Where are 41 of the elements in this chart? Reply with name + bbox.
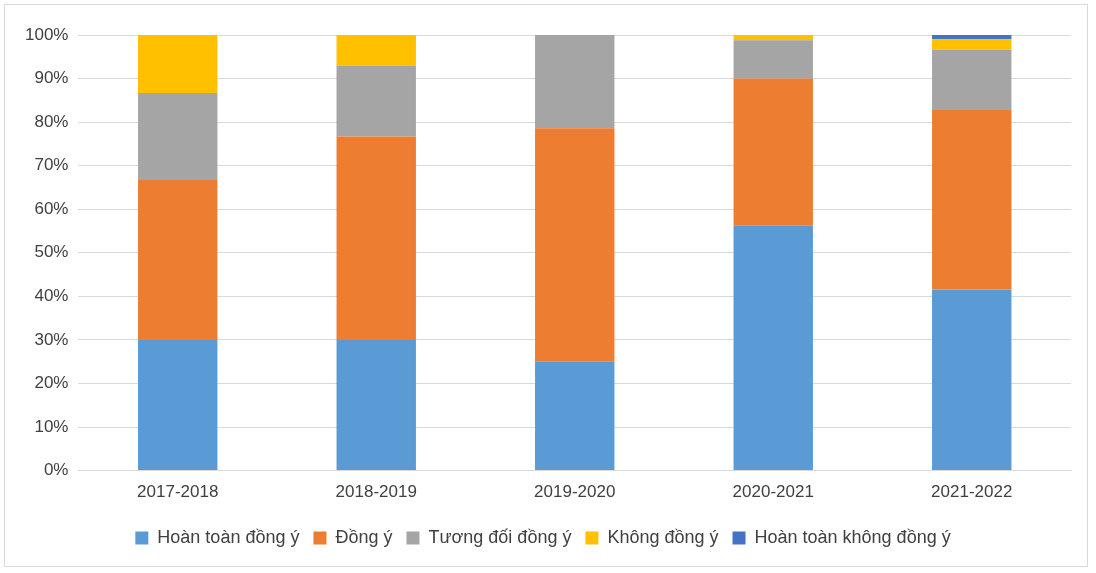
bar bbox=[733, 35, 813, 41]
x-tick-label: 2019-2020 bbox=[534, 482, 616, 502]
y-tick-label: 80% bbox=[34, 111, 69, 131]
bar bbox=[535, 35, 615, 129]
bar bbox=[733, 78, 813, 226]
bar bbox=[733, 40, 813, 79]
bar bbox=[336, 35, 416, 66]
y-tick-label: 50% bbox=[34, 242, 69, 262]
x-tick-label: 2018-2019 bbox=[335, 482, 417, 502]
bar bbox=[535, 128, 615, 362]
x-tick-label: 2020-2021 bbox=[732, 482, 814, 502]
legend-label: Không đồng ý bbox=[607, 526, 719, 547]
x-tick-label: 2021-2022 bbox=[931, 482, 1013, 502]
bar bbox=[535, 361, 615, 471]
bar bbox=[336, 136, 416, 340]
y-tick-label: 10% bbox=[34, 416, 69, 436]
bar bbox=[138, 339, 218, 471]
legend-label: Đồng ý bbox=[335, 526, 393, 547]
y-tick-label: 60% bbox=[34, 198, 69, 218]
bar bbox=[336, 339, 416, 471]
y-tick-label: 30% bbox=[34, 329, 69, 349]
y-tick-label: 90% bbox=[34, 68, 69, 88]
legend-label: Hoàn toàn đồng ý bbox=[157, 526, 300, 547]
bar bbox=[932, 109, 1012, 290]
y-tick-label: 0% bbox=[43, 460, 69, 480]
bar bbox=[336, 65, 416, 137]
bar bbox=[138, 92, 218, 181]
bar bbox=[733, 225, 813, 471]
bar bbox=[932, 49, 1012, 110]
x-tick-label: 2017-2018 bbox=[137, 482, 219, 502]
bar bbox=[932, 39, 1012, 50]
y-tick-label: 40% bbox=[34, 286, 69, 306]
bar bbox=[932, 289, 1012, 471]
legend-label: Tương đối đồng ý bbox=[428, 526, 572, 547]
bar bbox=[138, 35, 218, 93]
legend-label: Hoàn toàn không đồng ý bbox=[754, 526, 951, 547]
bar bbox=[932, 35, 1012, 40]
y-tick-label: 70% bbox=[34, 155, 69, 175]
y-tick-label: 20% bbox=[34, 373, 69, 393]
y-tick-label: 100% bbox=[25, 24, 69, 44]
bar bbox=[138, 180, 218, 340]
